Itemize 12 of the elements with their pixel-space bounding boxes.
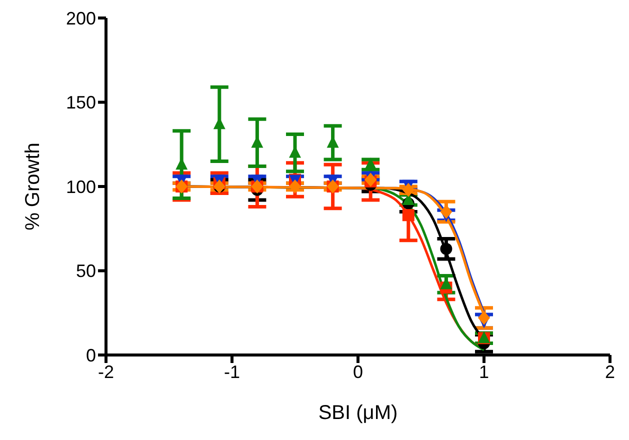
x-tick-label: 0 — [352, 362, 364, 382]
x-tick-label: 2 — [604, 362, 616, 382]
x-axis-title: SBI (μM) — [318, 402, 398, 424]
y-tick-label: 100 — [66, 176, 96, 197]
y-tick-label: 50 — [76, 261, 96, 282]
y-tick-label: 150 — [66, 92, 96, 113]
x-tick-label: 1 — [478, 362, 490, 382]
x-tick-label: -2 — [98, 362, 114, 382]
x-tick-label: -1 — [224, 362, 240, 382]
y-tick-label: 200 — [66, 8, 96, 28]
y-tick-label: 0 — [86, 345, 96, 366]
y-axis-title: % Growth — [22, 142, 44, 230]
